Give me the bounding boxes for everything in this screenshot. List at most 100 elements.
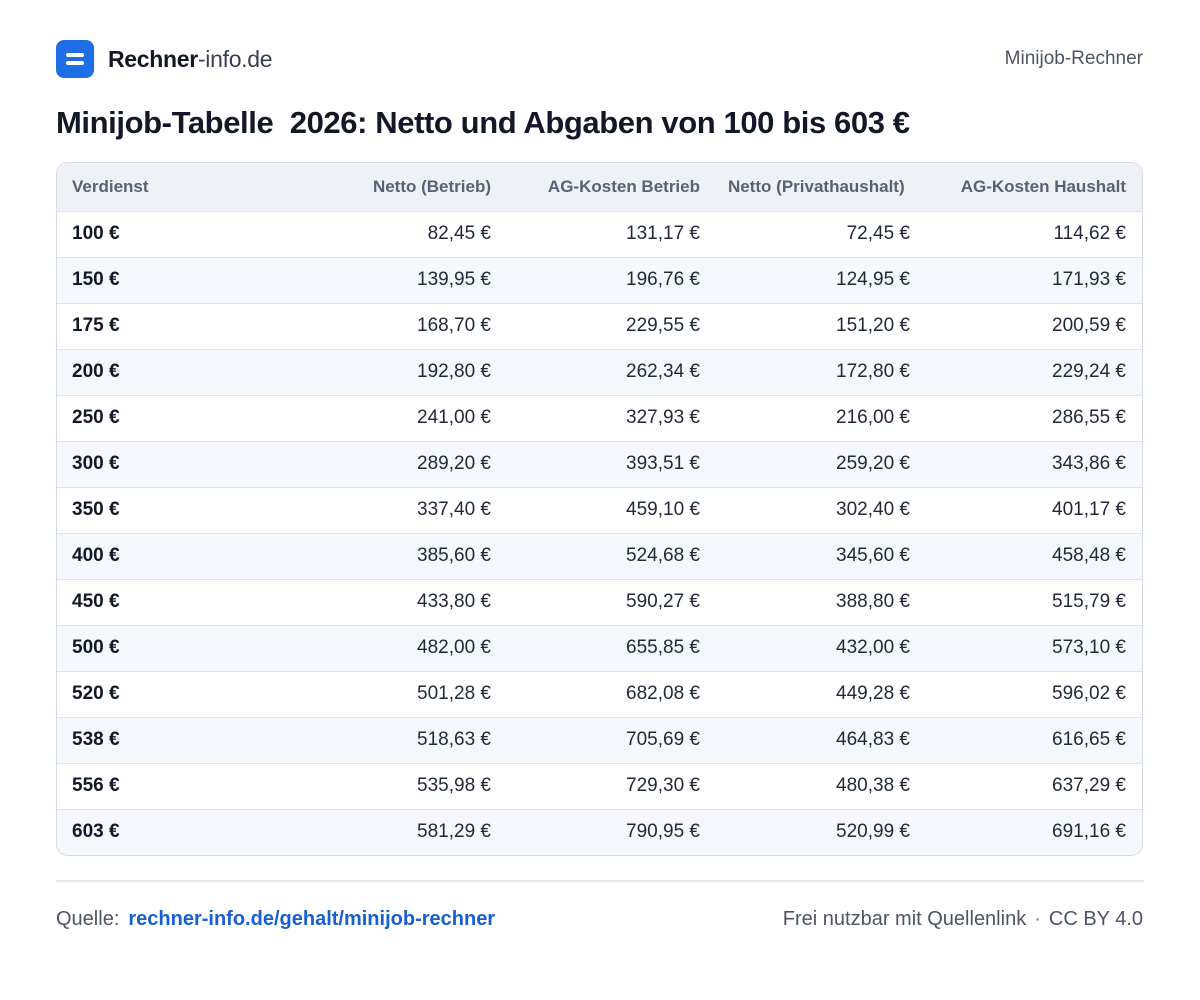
table-row: 520 €501,28 €682,08 €449,28 €596,02 € <box>57 670 1142 717</box>
license-text: Frei nutzbar mit Quellenlink <box>782 907 1027 930</box>
earnings-cell: 175 € <box>57 302 289 349</box>
earnings-cell: 100 € <box>57 210 289 257</box>
table-row: 538 €518,63 €705,69 €464,83 €616,65 € <box>57 716 1142 763</box>
value-cell: 482,00 € <box>289 624 507 671</box>
earnings-cell: 200 € <box>57 348 289 395</box>
value-cell: 327,93 € <box>507 394 716 441</box>
value-cell: 520,99 € <box>716 808 926 855</box>
value-cell: 729,30 € <box>507 762 716 809</box>
value-cell: 241,00 € <box>289 394 507 441</box>
table-row: 603 €581,29 €790,95 €520,99 €691,16 € <box>57 808 1142 855</box>
value-cell: 385,60 € <box>289 532 507 579</box>
earnings-cell: 450 € <box>57 578 289 625</box>
value-cell: 289,20 € <box>289 440 507 487</box>
value-cell: 229,55 € <box>507 302 716 349</box>
license-info: Frei nutzbar mit Quellenlink · CC BY 4.0 <box>783 908 1143 931</box>
value-cell: 432,00 € <box>716 624 926 671</box>
site-header: Rechner-info.de Minijob-Rechner <box>56 40 1143 78</box>
value-cell: 637,29 € <box>926 762 1142 809</box>
source: Quelle: rechner-info.de/gehalt/minijob-re… <box>56 908 495 931</box>
value-cell: 459,10 € <box>507 486 716 533</box>
table-row: 500 €482,00 €655,85 €432,00 €573,10 € <box>57 624 1142 671</box>
value-cell: 655,85 € <box>507 624 716 671</box>
earnings-cell: 350 € <box>57 486 289 533</box>
value-cell: 480,38 € <box>716 762 926 809</box>
earnings-cell: 250 € <box>57 394 289 441</box>
value-cell: 131,17 € <box>507 210 716 257</box>
table-row: 400 €385,60 €524,68 €345,60 €458,48 € <box>57 532 1142 579</box>
earnings-cell: 520 € <box>57 670 289 717</box>
value-cell: 200,59 € <box>926 302 1142 349</box>
value-cell: 196,76 € <box>507 256 716 303</box>
minijob-table: Verdienst Netto (Betrieb) AG-Kosten Betrie… <box>56 162 1143 856</box>
license-badge: CC BY 4.0 <box>1048 907 1143 930</box>
table-header-row: Verdienst Netto (Betrieb) AG-Kosten Betrie… <box>57 163 1142 211</box>
value-cell: 151,20 € <box>716 302 926 349</box>
value-cell: 464,83 € <box>716 716 926 763</box>
value-cell: 596,02 € <box>926 670 1142 717</box>
table-row: 450 €433,80 €590,27 €388,80 €515,79 € <box>57 578 1142 625</box>
earnings-cell: 500 € <box>57 624 289 671</box>
page-title: Minijob-Tabelle 2026: Netto und Abgaben … <box>56 105 910 140</box>
value-cell: 302,40 € <box>716 486 926 533</box>
value-cell: 449,28 € <box>716 670 926 717</box>
header-nav-label[interactable]: Minijob-Rechner <box>1004 48 1143 69</box>
value-cell: 216,00 € <box>716 394 926 441</box>
value-cell: 458,48 € <box>926 532 1142 579</box>
value-cell: 172,80 € <box>716 348 926 395</box>
column-header: AG-Kosten Haushalt <box>960 177 1126 197</box>
value-cell: 790,95 € <box>507 808 716 855</box>
value-cell: 682,08 € <box>507 670 716 717</box>
earnings-cell: 400 € <box>57 532 289 579</box>
column-header: Netto (Privathaushalt) <box>728 177 905 197</box>
table-row: 250 €241,00 €327,93 €216,00 €286,55 € <box>57 394 1142 441</box>
value-cell: 337,40 € <box>289 486 507 533</box>
brand-name-light: -info.de <box>197 45 273 72</box>
value-cell: 535,98 € <box>289 762 507 809</box>
table-row: 175 €168,70 €229,55 €151,20 €200,59 € <box>57 302 1142 349</box>
value-cell: 590,27 € <box>507 578 716 625</box>
source-link[interactable]: rechner-info.de/gehalt/minijob-rechner <box>128 907 496 930</box>
table-body: 100 €82,45 €131,17 €72,45 €114,62 €150 €… <box>57 210 1142 855</box>
brand-name: Rechner-info.de <box>108 45 273 73</box>
value-cell: 259,20 € <box>716 440 926 487</box>
value-cell: 433,80 € <box>289 578 507 625</box>
column-header: Netto (Betrieb) <box>372 177 491 197</box>
value-cell: 705,69 € <box>507 716 716 763</box>
brand-logo-link[interactable]: Rechner-info.de <box>56 40 273 78</box>
table-row: 200 €192,80 €262,34 €172,80 €229,24 € <box>57 348 1142 395</box>
footer-divider <box>56 880 1144 882</box>
value-cell: 401,17 € <box>926 486 1142 533</box>
value-cell: 124,95 € <box>716 256 926 303</box>
value-cell: 168,70 € <box>289 302 507 349</box>
value-cell: 581,29 € <box>289 808 507 855</box>
table-row: 100 €82,45 €131,17 €72,45 €114,62 € <box>57 210 1142 257</box>
earnings-cell: 538 € <box>57 716 289 763</box>
table-row: 300 €289,20 €393,51 €259,20 €343,86 € <box>57 440 1142 487</box>
value-cell: 393,51 € <box>507 440 716 487</box>
column-header: AG-Kosten Betrieb <box>547 177 700 197</box>
value-cell: 72,45 € <box>716 210 926 257</box>
brand-name-strong: Rechner <box>108 45 198 72</box>
value-cell: 388,80 € <box>716 578 926 625</box>
earnings-cell: 150 € <box>57 256 289 303</box>
value-cell: 82,45 € <box>289 210 507 257</box>
table-row: 350 €337,40 €459,10 €302,40 €401,17 € <box>57 486 1142 533</box>
value-cell: 518,63 € <box>289 716 507 763</box>
value-cell: 286,55 € <box>926 394 1142 441</box>
earnings-cell: 603 € <box>57 808 289 855</box>
value-cell: 171,93 € <box>926 256 1142 303</box>
value-cell: 573,10 € <box>926 624 1142 671</box>
value-cell: 229,24 € <box>926 348 1142 395</box>
value-cell: 691,16 € <box>926 808 1142 855</box>
value-cell: 114,62 € <box>926 210 1142 257</box>
footer: Quelle: rechner-info.de/gehalt/minijob-re… <box>56 905 1143 933</box>
value-cell: 515,79 € <box>926 578 1142 625</box>
table-row: 556 €535,98 €729,30 €480,38 €637,29 € <box>57 762 1142 809</box>
value-cell: 345,60 € <box>716 532 926 579</box>
value-cell: 524,68 € <box>507 532 716 579</box>
earnings-cell: 556 € <box>57 762 289 809</box>
value-cell: 192,80 € <box>289 348 507 395</box>
value-cell: 616,65 € <box>926 716 1142 763</box>
earnings-cell: 300 € <box>57 440 289 487</box>
